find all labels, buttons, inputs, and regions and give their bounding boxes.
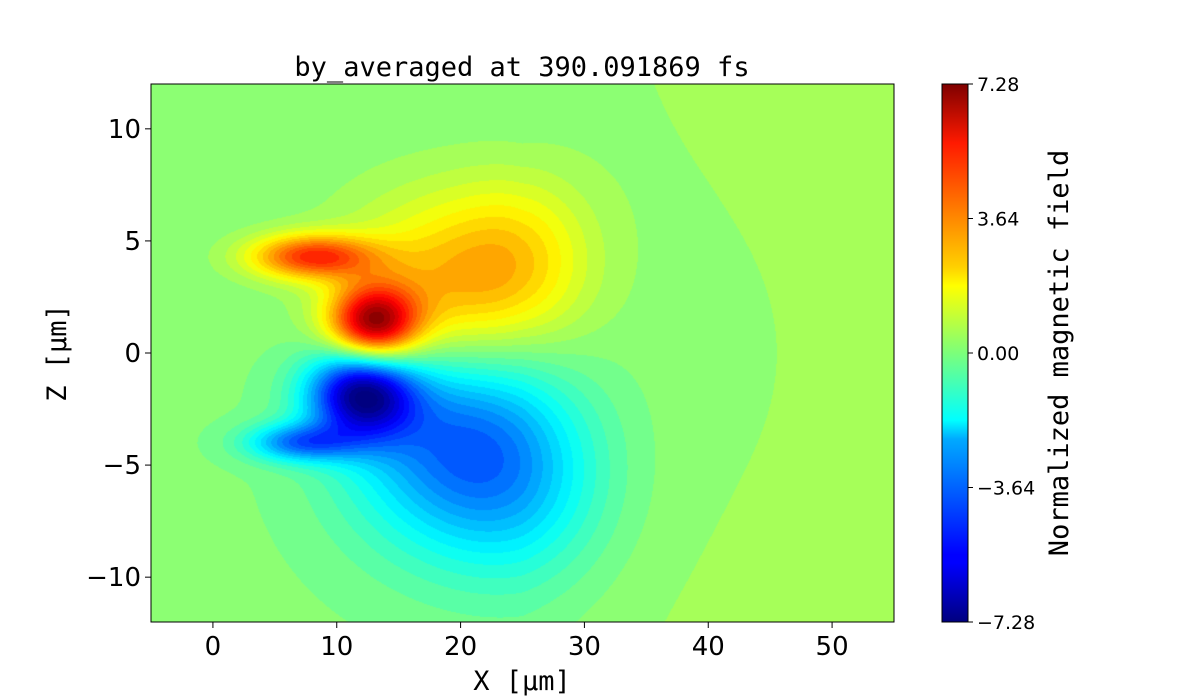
y-tick-label: −5 — [103, 451, 141, 481]
chart-title: by_averaged at 390.091869 fs — [294, 52, 749, 83]
colorbar-label: Normalized magnetic field — [1044, 150, 1075, 556]
x-tick-label: 40 — [692, 632, 725, 662]
colorbar: 7.28 3.64 0.00 −3.64 −7.28 Normalized magnet… — [941, 74, 1075, 634]
y-tick-label: 10 — [108, 115, 141, 145]
colorbar-tick-label: −7.28 — [977, 612, 1035, 634]
x-axis-label: X [μm] — [473, 666, 571, 697]
colorbar-ticks: 7.28 3.64 0.00 −3.64 −7.28 — [968, 74, 1035, 634]
x-tick-label: 0 — [205, 632, 222, 662]
colorbar-tick-label: 7.28 — [977, 74, 1019, 96]
x-tick-label: 20 — [444, 632, 477, 662]
y-tick-label: 0 — [124, 339, 141, 369]
heatmap-area — [150, 83, 895, 623]
x-tick-label: 10 — [320, 632, 353, 662]
y-axis-label: Z [μm] — [42, 304, 73, 402]
y-axis: 10 5 0 −5 −10 — [86, 115, 151, 593]
x-tick-label: 50 — [816, 632, 849, 662]
y-tick-label: −10 — [86, 563, 141, 593]
y-tick-label: 5 — [124, 227, 141, 257]
colorbar-tick-label: −3.64 — [977, 478, 1035, 500]
colorbar-tick-label: 0.00 — [977, 343, 1019, 365]
colorbar-tick-label: 3.64 — [977, 209, 1019, 231]
x-tick-label: 30 — [568, 632, 601, 662]
x-axis: 0 10 20 30 40 50 — [205, 622, 849, 662]
colorbar-gradient — [942, 84, 968, 622]
